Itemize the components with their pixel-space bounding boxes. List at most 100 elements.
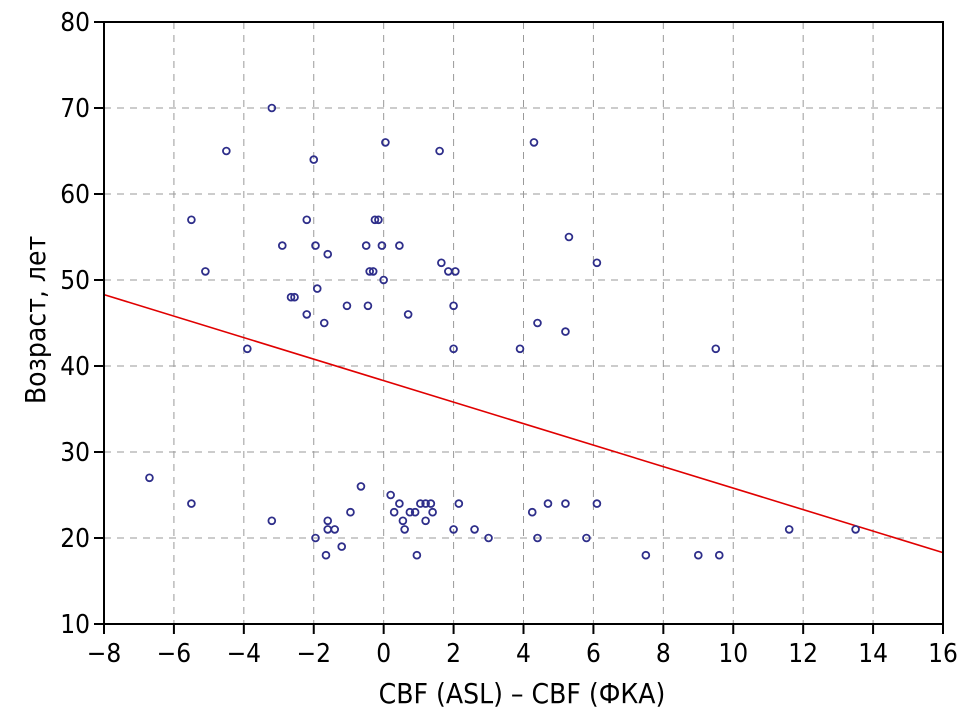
y-axis-title: Возраст, лет — [19, 236, 52, 404]
data-point — [243, 344, 252, 354]
x-tick-label: 4 — [516, 639, 531, 669]
data-point — [851, 525, 860, 534]
x-axis-title: CBF (ASL) – CBF (ФКА) — [379, 677, 666, 710]
data-point — [711, 344, 721, 354]
data-point — [533, 318, 542, 328]
x-tick-label: 2 — [446, 639, 461, 669]
data-point — [381, 138, 390, 147]
x-tick-label: 10 — [718, 639, 748, 669]
x-tick-label: 16 — [928, 639, 958, 669]
data-point — [337, 542, 347, 551]
data-point — [222, 146, 231, 156]
data-point — [484, 533, 493, 543]
data-point — [302, 215, 312, 225]
data-point — [330, 525, 340, 534]
data-point — [319, 318, 329, 328]
y-tick-label: 80 — [60, 8, 90, 38]
data-point — [145, 473, 154, 483]
data-point — [533, 533, 542, 543]
data-point — [693, 550, 703, 560]
data-point — [564, 232, 574, 242]
y-tick-label: 40 — [60, 352, 90, 382]
data-point — [374, 215, 383, 225]
data-point — [527, 507, 537, 517]
x-tick-label: 6 — [586, 639, 601, 669]
data-point — [412, 550, 422, 560]
data-point — [421, 516, 430, 526]
data-point — [714, 550, 724, 560]
data-point — [435, 146, 444, 156]
data-point — [311, 241, 320, 250]
data-point — [386, 490, 395, 500]
y-tick-label: 30 — [60, 438, 90, 468]
data-point — [451, 267, 460, 276]
data-point — [377, 241, 387, 250]
y-axis-ticks: 10 20 30 40 50 60 70 80 — [60, 8, 104, 640]
data-point — [416, 499, 425, 508]
data-point — [323, 525, 333, 534]
y-tick-label: 70 — [60, 94, 90, 124]
data-point — [267, 516, 277, 526]
y-tick-label: 50 — [60, 266, 90, 296]
data-point — [784, 525, 794, 534]
y-tick-label: 10 — [60, 610, 90, 640]
x-tick-label: 12 — [788, 639, 818, 669]
data-point — [311, 533, 320, 543]
data-point — [302, 310, 312, 319]
data-point — [543, 499, 553, 508]
data-point — [187, 499, 196, 508]
data-point — [561, 499, 570, 508]
data-point — [267, 103, 277, 113]
x-tick-label: −8 — [87, 639, 121, 669]
x-tick-label: 8 — [656, 639, 671, 669]
data-point — [395, 499, 404, 508]
data-point — [201, 267, 210, 276]
y-tick-label: 20 — [60, 524, 90, 554]
regression-line — [103, 293, 944, 554]
data-points — [145, 103, 860, 560]
x-axis-ticks: −8 −6 −4 −2 0 2 4 6 8 10 12 14 16 — [87, 624, 958, 669]
data-point — [370, 215, 380, 225]
data-point — [428, 507, 437, 517]
data-point — [323, 516, 333, 526]
data-point — [389, 507, 399, 517]
data-point — [426, 499, 436, 508]
data-point — [449, 525, 458, 534]
data-point — [290, 292, 299, 302]
data-point — [449, 344, 458, 354]
x-tick-label: −4 — [227, 639, 261, 669]
data-point — [410, 507, 420, 517]
data-point — [342, 301, 352, 311]
x-tick-label: 14 — [858, 639, 888, 669]
data-point — [398, 516, 408, 526]
data-point — [379, 275, 388, 285]
data-point — [400, 525, 409, 534]
data-point — [437, 258, 446, 268]
data-point — [368, 267, 378, 276]
data-point — [641, 550, 651, 560]
data-point — [403, 310, 413, 319]
data-point — [363, 301, 373, 311]
data-point — [395, 241, 404, 250]
data-point — [187, 215, 196, 225]
x-tick-label: −6 — [157, 639, 191, 669]
grid — [104, 22, 943, 624]
data-point — [444, 267, 453, 276]
x-tick-label: 0 — [376, 639, 391, 669]
data-point — [286, 292, 296, 302]
data-point — [515, 344, 525, 354]
data-point — [470, 525, 479, 534]
data-point — [356, 482, 366, 491]
data-point — [592, 258, 602, 268]
x-tick-label: −2 — [297, 639, 331, 669]
data-point — [365, 267, 374, 276]
data-point — [454, 499, 464, 508]
data-point — [346, 507, 355, 517]
data-point — [582, 533, 591, 543]
data-point — [561, 327, 570, 336]
data-point — [321, 550, 331, 560]
data-point — [529, 138, 539, 147]
data-point — [405, 507, 415, 517]
data-point — [421, 499, 430, 508]
